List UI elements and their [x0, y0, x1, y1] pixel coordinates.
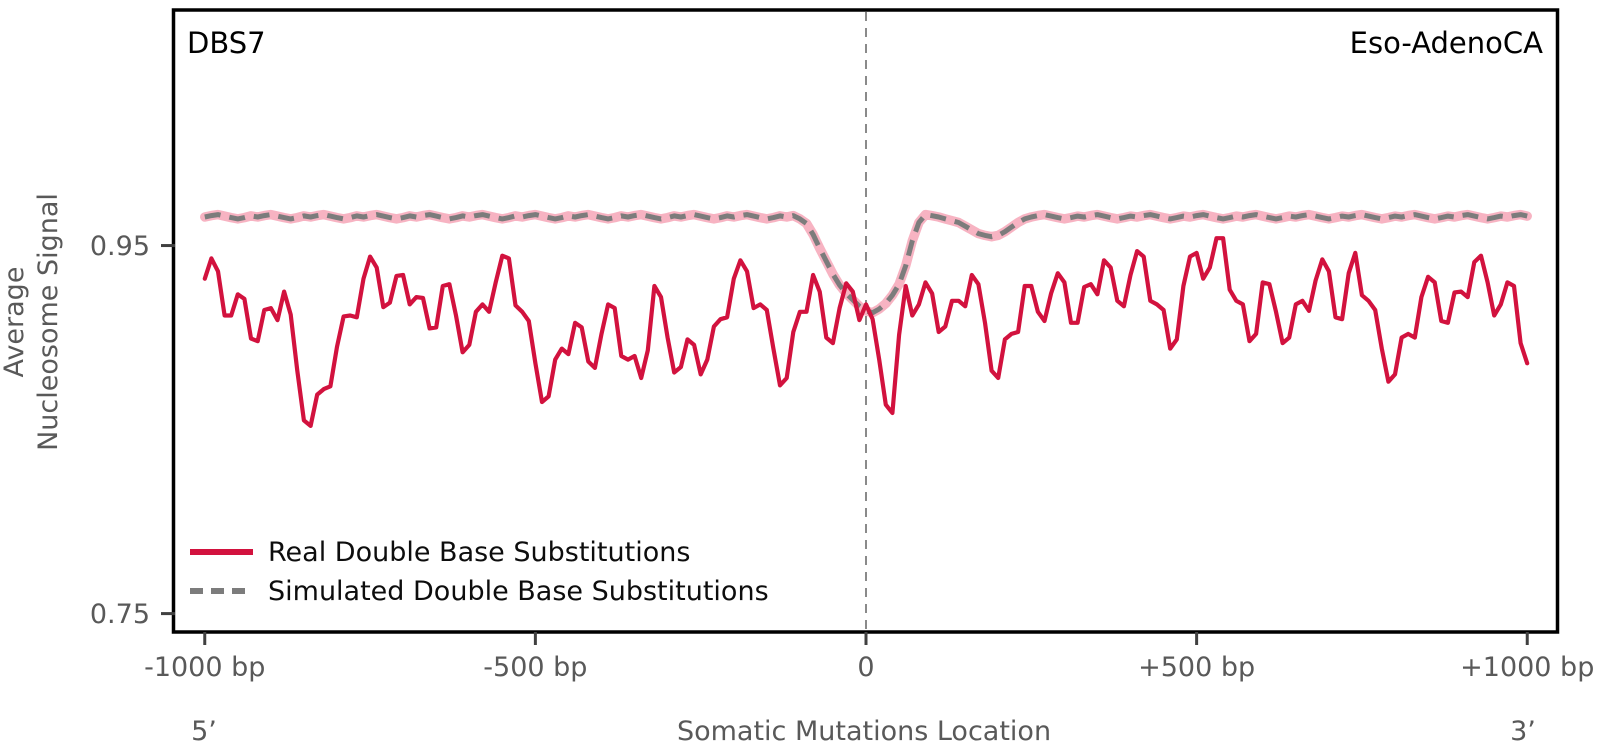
x-tick-label: +1000 bp [1460, 652, 1594, 683]
legend: Real Double Base Substitutions Simulated… [190, 537, 769, 607]
x-axis-title: Somatic Mutations Location [677, 716, 1051, 747]
legend-label-real: Real Double Base Substitutions [268, 537, 690, 568]
x-tick-label: -500 bp [483, 652, 587, 683]
signature-label: DBS7 [187, 26, 266, 60]
five-prime-label: 5’ [191, 716, 217, 747]
y-tick-label: 0.95 [90, 231, 150, 262]
x-tick-label: +500 bp [1138, 652, 1255, 683]
simulated-substitutions-line [204, 212, 1528, 316]
y-tick-label: 0.75 [90, 599, 150, 630]
x-tick-label: -1000 bp [144, 652, 265, 683]
legend-label-simulated: Simulated Double Base Substitutions [268, 576, 769, 607]
y-axis-title-line1: Average [0, 267, 30, 378]
cancer-type-label: Eso-AdenoCA [1350, 26, 1543, 60]
simulated-confidence-band [200, 209, 1532, 318]
three-prime-label: 3’ [1510, 716, 1536, 747]
y-axis: 0.95 0.75 [90, 231, 175, 630]
real-substitutions-line [202, 236, 1530, 428]
x-tick-label: 0 [857, 652, 874, 683]
x-axis: -1000 bp -500 bp 0 +500 bp +1000 bp [144, 632, 1594, 683]
y-axis-title-line2: Nucleosome Signal [33, 193, 64, 451]
